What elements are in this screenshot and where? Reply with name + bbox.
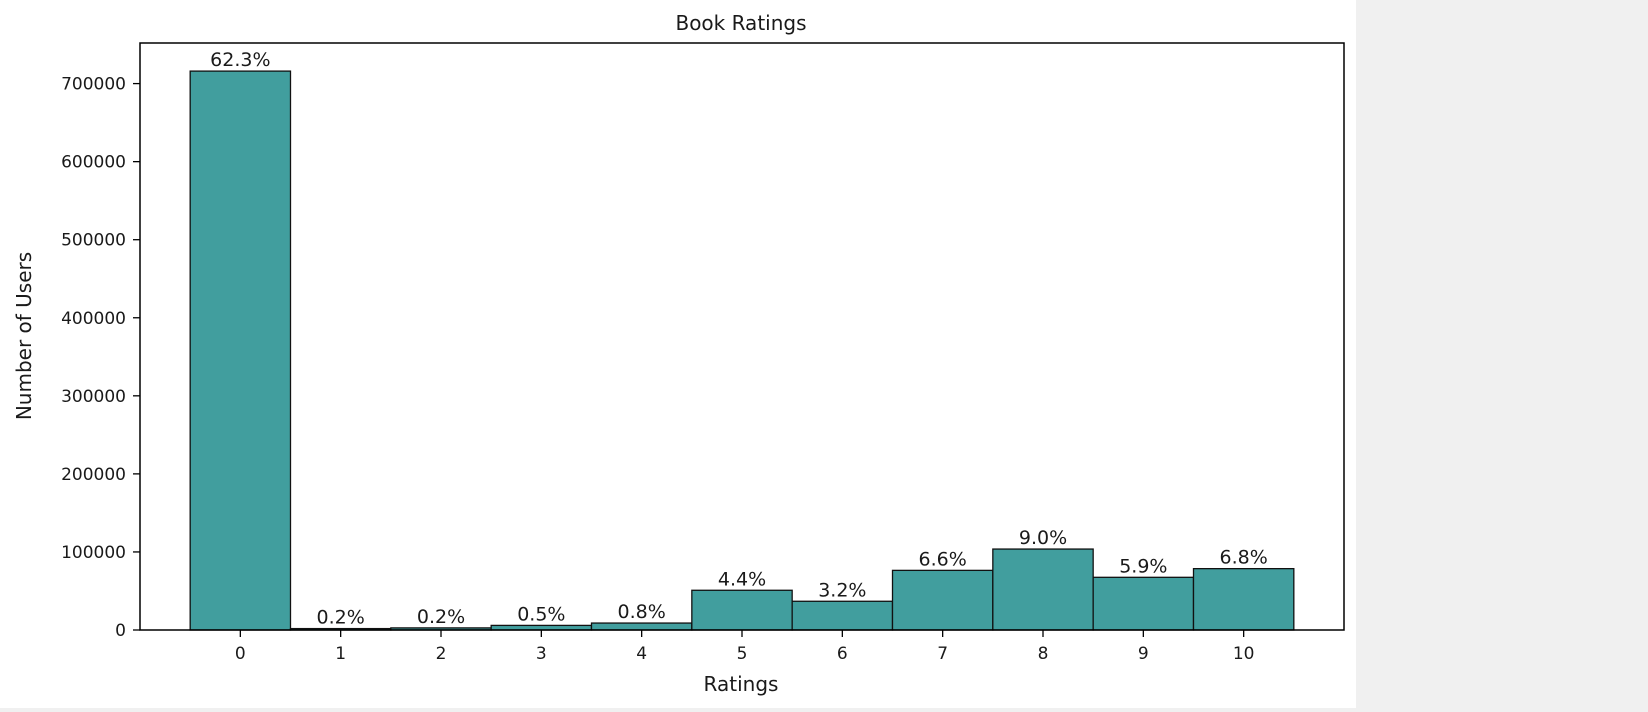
bars-group (189, 70, 1295, 631)
bar-4 (590, 622, 693, 631)
bar-label-3: 0.5% (517, 603, 565, 625)
empty-margin (1356, 0, 1648, 708)
y-tick-label-600000: 600000 (61, 153, 126, 173)
bar-label-10: 6.8% (1220, 547, 1268, 569)
x-tick-label-5: 5 (737, 644, 748, 664)
bar-9 (1092, 576, 1195, 631)
y-axis-label: Number of Users (12, 252, 36, 420)
y-tick-label-100000: 100000 (61, 543, 126, 563)
x-tick-label-6: 6 (837, 644, 848, 664)
bar-0 (189, 70, 292, 631)
y-tick-label-200000: 200000 (61, 465, 126, 485)
bar-6 (791, 600, 894, 631)
y-tick-label-700000: 700000 (61, 75, 126, 95)
x-tick-label-3: 3 (536, 644, 547, 664)
bar-labels-group: 62.3% 0.2% 0.2% 0.5% 0.8% 4.4% 3.2% 6.6% 9.0% 5.9… (210, 49, 1268, 628)
bar-label-6: 3.2% (818, 579, 866, 601)
bar-label-0: 62.3% (210, 49, 270, 71)
x-axis-label: Ratings (704, 672, 779, 696)
book-ratings-chart: Book Ratings 62.3% 0.2% 0.2% 0.5% 0.8% 4.4% 3.… (12, 11, 1345, 696)
bar-label-1: 0.2% (317, 607, 365, 629)
y-tick-label-300000: 300000 (61, 387, 126, 407)
x-tick-label-1: 1 (335, 644, 346, 664)
y-tick-label-0: 0 (115, 621, 126, 641)
bar-5 (691, 589, 793, 631)
x-tick-label-2: 2 (436, 644, 447, 664)
bar-label-8: 9.0% (1019, 527, 1067, 549)
x-tick-label-10: 10 (1233, 644, 1255, 664)
plot-frame (139, 42, 1345, 631)
x-tick-label-8: 8 (1038, 644, 1049, 664)
x-tick-label-0: 0 (235, 644, 246, 664)
bar-label-2: 0.2% (417, 606, 465, 628)
bar-label-9: 5.9% (1119, 555, 1167, 577)
y-axis-ticks: 0 100000 200000 300000 400000 500000 600000 700… (61, 75, 140, 641)
y-tick-label-400000: 400000 (61, 309, 126, 329)
x-axis-ticks: 0 1 2 3 4 5 6 7 8 9 10 (235, 630, 1255, 664)
y-tick-label-500000: 500000 (61, 231, 126, 251)
x-tick-label-9: 9 (1138, 644, 1149, 664)
bar-10 (1192, 567, 1295, 631)
bar-7 (891, 569, 994, 631)
bar-label-5: 4.4% (718, 568, 766, 590)
bar-label-4: 0.8% (618, 601, 666, 623)
chart-figure: Book Ratings 62.3% 0.2% 0.2% 0.5% 0.8% 4.4% 3.… (0, 0, 1356, 708)
bar-8 (992, 548, 1094, 631)
bar-label-7: 6.6% (919, 548, 967, 570)
x-tick-label-7: 7 (937, 644, 948, 664)
chart-title: Book Ratings (675, 11, 806, 35)
x-tick-label-4: 4 (636, 644, 647, 664)
